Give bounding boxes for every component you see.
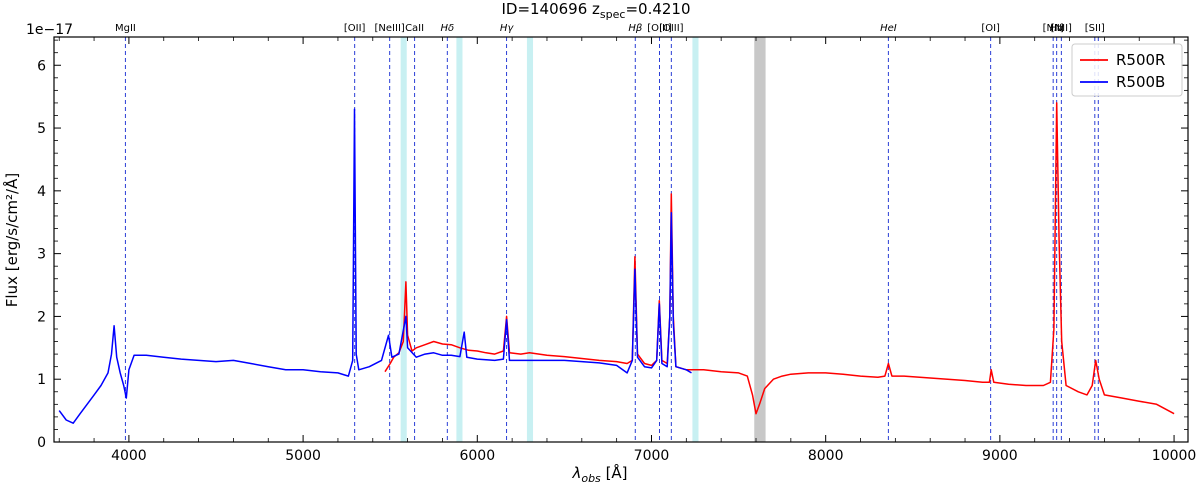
masked-regions	[400, 37, 766, 442]
emission-line-label-8: [OIII]	[659, 23, 684, 34]
y-tick-label-3: 3	[37, 247, 46, 263]
y-tick-label-2: 2	[37, 309, 46, 325]
x-tick-label-8000: 8000	[808, 448, 844, 464]
emission-line-label-7: [OIII]	[647, 23, 672, 34]
x-tick-label-5000: 5000	[285, 448, 321, 464]
emission-line-label-11: [NII]	[1043, 23, 1064, 34]
emission-line-label-0: MgII	[115, 23, 136, 34]
legend-box	[1071, 43, 1183, 97]
emission-line-label-12: Hα	[1050, 23, 1065, 34]
masked-region-0	[400, 37, 407, 442]
x-axis-label: λobs [Å]	[571, 463, 627, 485]
emission-line-label-9: HeI	[880, 23, 897, 34]
y-tick-label-0: 0	[37, 435, 46, 451]
legend-label-R500R: R500R	[1116, 51, 1165, 69]
y-axis-label: Flux [erg/s/cm²/Å]	[2, 173, 21, 307]
y-offset-text: 1e−17	[26, 22, 73, 38]
x-tick-label-7000: 7000	[634, 448, 670, 464]
masked-region-1	[456, 37, 463, 442]
y-tick-label-5: 5	[37, 121, 46, 137]
masked-region-3	[692, 37, 699, 442]
x-tick-label-9000: 9000	[982, 448, 1018, 464]
y-tick-label-4: 4	[37, 184, 46, 200]
x-tick-label-6000: 6000	[459, 448, 495, 464]
emission-line-label-2: [NeIII]	[375, 23, 405, 34]
chart-title: ID=140696 zspec=0.4210	[501, 0, 690, 21]
y-tick-label-1: 1	[37, 372, 46, 388]
emission-line-markers	[124, 37, 1099, 442]
data-series	[58, 102, 1175, 424]
masked-region-4	[754, 37, 766, 442]
x-tick-label-4000: 4000	[111, 448, 147, 464]
x-tick-label-10000: 10000	[1152, 448, 1197, 464]
series-line-R500B	[58, 108, 692, 424]
emission-line-label-10: [OI]	[981, 23, 1000, 34]
emission-line-label-5: Hγ	[500, 23, 515, 34]
emission-line-label-4: Hδ	[441, 23, 455, 34]
axis-ticks: 4000 5000 6000 7000 8000 9000 10000 0 1 2 3 4 5 6	[37, 37, 1196, 464]
emission-line-label-6: Hβ	[628, 23, 643, 34]
plot-frame	[53, 36, 1189, 443]
legend: R500R R500B	[1071, 43, 1183, 97]
series-line-R500R	[384, 102, 1175, 415]
y-tick-label-6: 6	[37, 58, 46, 74]
legend-label-R500B: R500B	[1116, 73, 1165, 91]
masked-region-2	[526, 37, 534, 442]
emission-line-label-13: [NII]	[1051, 23, 1072, 34]
emission-line-label-1: [OII]	[344, 23, 366, 34]
emission-line-labels: MgII [OII] [NeIII] CaII Hδ Hγ Hβ [OIII][OIII] He…	[115, 23, 1105, 34]
emission-line-label-14: [SII]	[1085, 23, 1105, 34]
emission-line-label-3: CaII	[405, 23, 424, 34]
